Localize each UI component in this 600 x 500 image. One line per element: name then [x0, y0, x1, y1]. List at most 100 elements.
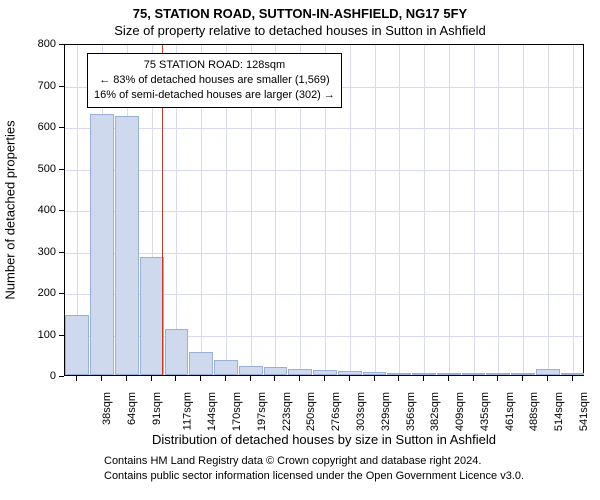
bar	[288, 369, 312, 375]
bar	[387, 373, 411, 375]
attribution-line1: Contains HM Land Registry data © Crown c…	[104, 454, 524, 469]
bar	[486, 373, 510, 375]
x-tick-label: 461sqm	[504, 392, 516, 431]
x-tick-mark	[299, 376, 300, 381]
y-tick-mark	[59, 44, 64, 45]
x-tick-mark	[225, 376, 226, 381]
attribution: Contains HM Land Registry data © Crown c…	[104, 454, 524, 484]
bar	[90, 114, 114, 375]
x-tick-label: 91sqm	[151, 392, 163, 425]
x-tick-label: 197sqm	[256, 392, 268, 431]
gridline-h	[65, 128, 583, 129]
bar	[214, 360, 238, 375]
bar	[65, 315, 89, 375]
gridline-v	[474, 45, 475, 375]
y-tick-mark	[59, 252, 64, 253]
bar	[239, 366, 263, 375]
bar	[536, 369, 560, 375]
y-tick-mark	[59, 210, 64, 211]
x-tick-mark	[274, 376, 275, 381]
y-tick-mark	[59, 127, 64, 128]
x-tick-mark	[76, 376, 77, 381]
x-axis-label: Distribution of detached houses by size …	[64, 432, 584, 447]
bar	[412, 373, 436, 375]
x-tick-mark	[374, 376, 375, 381]
gridline-v	[523, 45, 524, 375]
bar	[363, 372, 387, 375]
page-title-line1: 75, STATION ROAD, SUTTON-IN-ASHFIELD, NG…	[0, 0, 600, 21]
x-tick-mark	[448, 376, 449, 381]
y-tick-label: 600	[0, 121, 56, 133]
page-title-line2: Size of property relative to detached ho…	[0, 21, 600, 38]
x-tick-mark	[126, 376, 127, 381]
bar	[264, 367, 288, 375]
bar	[437, 373, 461, 375]
gridline-v	[449, 45, 450, 375]
bar	[115, 116, 139, 375]
x-tick-mark	[423, 376, 424, 381]
chart-plot-area: 75 STATION ROAD: 128sqm← 83% of detached…	[64, 44, 584, 376]
y-tick-mark	[59, 169, 64, 170]
y-tick-mark	[59, 86, 64, 87]
x-tick-mark	[572, 376, 573, 381]
gridline-v	[399, 45, 400, 375]
x-tick-label: 250sqm	[306, 392, 318, 431]
x-tick-label: 382sqm	[429, 392, 441, 431]
x-tick-mark	[250, 376, 251, 381]
x-tick-label: 356sqm	[405, 392, 417, 431]
bar	[561, 373, 585, 375]
x-tick-label: 170sqm	[231, 392, 243, 431]
y-tick-label: 300	[0, 246, 56, 258]
x-tick-label: 409sqm	[454, 392, 466, 431]
y-tick-label: 700	[0, 80, 56, 92]
y-tick-label: 100	[0, 329, 56, 341]
gridline-h	[65, 170, 583, 171]
gridline-v	[350, 45, 351, 375]
x-tick-mark	[398, 376, 399, 381]
gridline-h	[65, 211, 583, 212]
x-tick-mark	[101, 376, 102, 381]
x-tick-label: 303sqm	[355, 392, 367, 431]
y-tick-label: 200	[0, 287, 56, 299]
x-tick-mark	[349, 376, 350, 381]
bar	[140, 257, 164, 375]
x-tick-label: 64sqm	[126, 392, 138, 425]
x-tick-mark	[175, 376, 176, 381]
gridline-v	[548, 45, 549, 375]
x-tick-label: 514sqm	[553, 392, 565, 431]
bar	[462, 373, 486, 375]
bar	[338, 371, 362, 375]
y-tick-label: 400	[0, 204, 56, 216]
info-box-line3: 16% of semi-detached houses are larger (…	[94, 88, 335, 103]
x-tick-mark	[200, 376, 201, 381]
x-tick-label: 38sqm	[101, 392, 113, 425]
y-tick-label: 800	[0, 38, 56, 50]
gridline-h	[65, 253, 583, 254]
chart-plot: 75 STATION ROAD: 128sqm← 83% of detached…	[65, 45, 583, 375]
x-tick-label: 541sqm	[578, 392, 590, 431]
gridline-v	[573, 45, 574, 375]
x-tick-mark	[522, 376, 523, 381]
bar	[511, 373, 535, 375]
info-box-line1: 75 STATION ROAD: 128sqm	[94, 58, 335, 73]
x-tick-label: 329sqm	[380, 392, 392, 431]
info-box-line2: ← 83% of detached houses are smaller (1,…	[94, 73, 335, 88]
x-tick-mark	[497, 376, 498, 381]
bar	[165, 329, 189, 375]
x-tick-label: 117sqm	[181, 392, 193, 430]
x-tick-mark	[473, 376, 474, 381]
x-tick-label: 144sqm	[207, 392, 219, 431]
x-tick-mark	[151, 376, 152, 381]
gridline-v	[375, 45, 376, 375]
gridline-v	[498, 45, 499, 375]
x-tick-mark	[324, 376, 325, 381]
y-tick-label: 0	[0, 370, 56, 382]
x-tick-label: 223sqm	[281, 392, 293, 431]
y-tick-mark	[59, 293, 64, 294]
info-box: 75 STATION ROAD: 128sqm← 83% of detached…	[87, 53, 342, 108]
attribution-line2: Contains public sector information licen…	[104, 469, 524, 484]
bar	[313, 370, 337, 375]
bar	[189, 352, 213, 375]
gridline-v	[424, 45, 425, 375]
y-tick-mark	[59, 376, 64, 377]
